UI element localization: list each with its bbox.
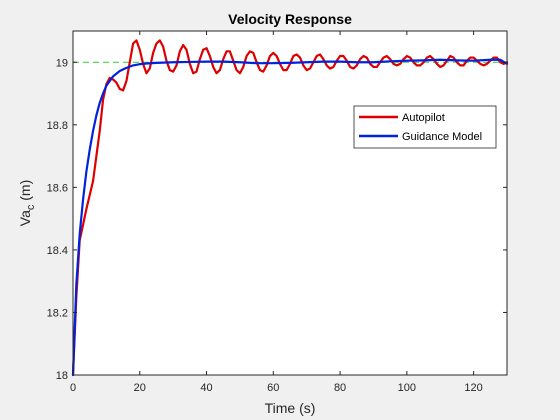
series-line-autopilot	[71, 39, 509, 377]
y-axis-ticks: 18 18.2 18.4 18.6 18.8 19	[47, 57, 507, 382]
x-tick-label: 60	[267, 382, 279, 394]
x-tick-label: 40	[200, 382, 212, 394]
y-tick-label: 18.6	[47, 182, 68, 194]
x-axis-ticks: 0 20 40 60 80 100 120	[70, 31, 483, 394]
x-axis-label: Time (s)	[265, 400, 316, 416]
plot-area	[73, 31, 507, 375]
y-tick-label: 18.2	[47, 307, 68, 319]
y-tick-label: 18	[56, 370, 68, 382]
y-axis-label-main: Va	[17, 210, 33, 226]
chart-title: Velocity Response	[228, 11, 352, 27]
y-tick-label: 18.4	[47, 245, 68, 257]
y-axis-label-subscript: c	[25, 204, 37, 210]
x-tick-label: 0	[70, 382, 76, 394]
legend-label-guidance-model: Guidance Model	[402, 131, 482, 143]
x-tick-label: 80	[334, 382, 346, 394]
x-tick-label: 100	[398, 382, 416, 394]
legend-label-autopilot: Autopilot	[402, 112, 445, 124]
series-layer	[71, 39, 509, 377]
legend-box	[353, 105, 497, 149]
y-tick-label: 19	[56, 57, 68, 69]
axes-box	[72, 30, 508, 376]
y-axis-label: Vac (m)	[17, 180, 37, 226]
y-tick-label: 18.8	[47, 120, 68, 132]
series-line-guidance-model	[71, 58, 509, 377]
x-tick-label: 20	[134, 382, 146, 394]
y-axis-label-unit: (m)	[17, 180, 33, 205]
legend: Autopilot Guidance Model	[353, 105, 497, 149]
x-tick-label: 120	[464, 382, 482, 394]
